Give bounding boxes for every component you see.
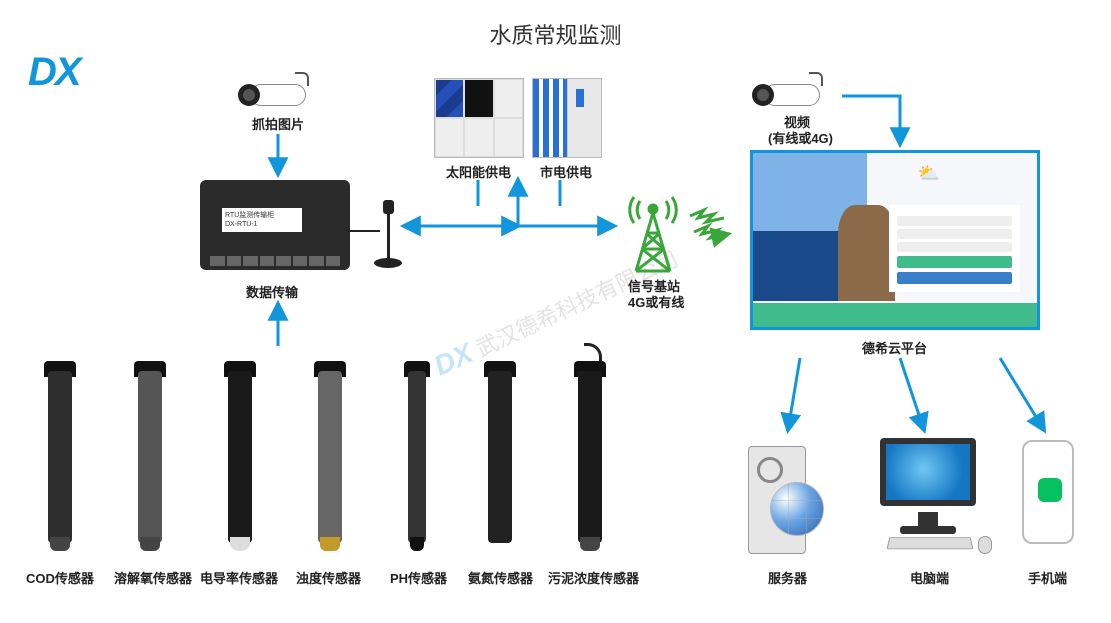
sensor-label: COD传感器 xyxy=(26,568,94,587)
rtu-device-icon: RTU监测传输柜 DX-RTU-1 xyxy=(200,180,350,270)
sensor-label: 浊度传感器 xyxy=(296,568,361,587)
phone-label: 手机端 xyxy=(1028,568,1067,587)
video-camera-icon xyxy=(764,80,834,112)
rtu-sticker-line1: RTU监测传输柜 xyxy=(225,212,274,219)
sensor-ph-icon xyxy=(404,361,430,551)
video-camera-label-2: (有线或4G) xyxy=(768,128,833,147)
grid-power-label: 市电供电 xyxy=(540,162,592,181)
server-icon xyxy=(748,438,820,558)
sensor-label: 氨氮传感器 xyxy=(468,568,533,587)
grid-power-icon xyxy=(532,78,602,158)
pc-label: 电脑端 xyxy=(910,568,949,587)
sensor-label: PH传感器 xyxy=(390,568,447,587)
sensor-nh3-icon xyxy=(484,361,516,551)
capture-camera-label: 抓拍图片 xyxy=(252,114,304,133)
sensor-label: 污泥浓度传感器 xyxy=(548,568,639,587)
cloud-platform-screenshot: ⛅ xyxy=(750,150,1040,330)
solar-power-icon xyxy=(434,78,524,158)
sensor-ec-icon xyxy=(224,361,256,551)
capture-camera-icon xyxy=(250,80,320,112)
sensor-label: 溶解氧传感器 xyxy=(114,568,192,587)
sensor-cod-icon xyxy=(44,361,76,551)
sensor-label: 电导率传感器 xyxy=(200,568,278,587)
desktop-pc-icon xyxy=(870,438,988,558)
rtu-sticker-line2: DX-RTU-1 xyxy=(225,221,258,228)
cell-tower-icon xyxy=(622,195,684,273)
sensor-do-icon xyxy=(134,361,166,551)
page-title: 水质常规监测 xyxy=(0,18,1111,50)
brand-logo: DX xyxy=(28,50,80,95)
solar-power-label: 太阳能供电 xyxy=(446,162,511,181)
rtu-label: 数据传输 xyxy=(246,282,298,301)
cloud-platform-label: 德希云平台 xyxy=(862,338,927,357)
server-label: 服务器 xyxy=(768,568,807,587)
watermark-logo: DX xyxy=(429,337,477,382)
sensor-turbidity-icon xyxy=(314,361,346,551)
phone-icon xyxy=(1022,440,1074,544)
sensor-sludge-icon xyxy=(574,361,606,551)
tower-label-2: 4G或有线 xyxy=(628,292,684,311)
